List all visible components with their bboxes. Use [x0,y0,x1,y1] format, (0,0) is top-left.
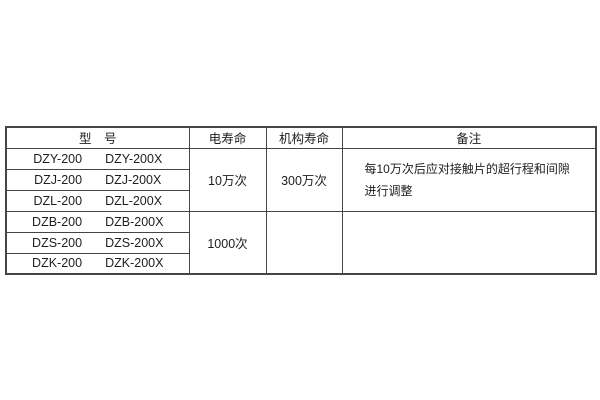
model-name: DZB-200 [32,214,83,229]
mechanical-life-cell-group1: 300万次 [265,147,343,212]
model-name-x: DZL-200X [105,193,163,208]
table-row: DZB-200 DZB-200X 1000次 [5,210,597,275]
electrical-life-cell-group1: 10万次 [188,147,267,212]
model-name-x: DZS-200X [105,235,164,250]
header-remarks: 备注 [341,126,597,149]
table-row: DZY-200 DZY-200X 10万次 300万次 每10万次后应对接触片的… [5,147,597,212]
remarks-line-1: 每10万次后应对接触片的超行程和间隙 [364,161,570,176]
model-cell: DZY-200 DZY-200X [5,147,190,170]
header-mechanical-life: 机构寿命 [265,126,343,149]
model-name-x: DZJ-200X [105,172,162,187]
table-row: DZJ-200 DZJ-200X [5,168,596,191]
model-name: DZL-200 [33,193,83,208]
model-name: DZK-200 [32,256,83,271]
model-name: DZJ-200 [34,172,83,187]
table-row: DZL-200 DZL-200X [5,189,596,212]
model-cell: DZK-200 DZK-200X [5,252,190,275]
model-cell: DZJ-200 DZJ-200X [5,168,190,191]
table-row: DZS-200 DZS-200X [5,231,596,254]
remarks-line-2: 进行调整 [364,183,413,198]
model-name: DZY-200 [33,151,83,166]
model-cell: DZB-200 DZB-200X [5,210,190,233]
model-name-x: DZB-200X [105,214,164,229]
model-name-x: DZY-200X [105,151,163,166]
header-model: 型 号 [5,126,190,149]
model-name-x: DZK-200X [105,256,164,271]
electrical-life-cell-group2: 1000次 [188,210,267,275]
model-cell: DZL-200 DZL-200X [5,189,190,212]
header-row: 型 号 电寿命 机构寿命 备注 [5,126,597,149]
model-cell: DZS-200 DZS-200X [5,231,190,254]
model-name: DZS-200 [32,235,83,250]
remarks-cell-group1: 每10万次后应对接触片的超行程和间隙 进行调整 [341,147,597,212]
relay-life-spec-table: 型 号 电寿命 机构寿命 备注 DZY-200 DZY-200X 10万次 30… [5,126,597,275]
mechanical-life-cell-group2 [265,210,343,275]
remarks-cell-group2 [341,210,597,275]
header-electrical-life: 电寿命 [188,126,267,149]
table-row: DZK-200 DZK-200X [5,252,596,275]
